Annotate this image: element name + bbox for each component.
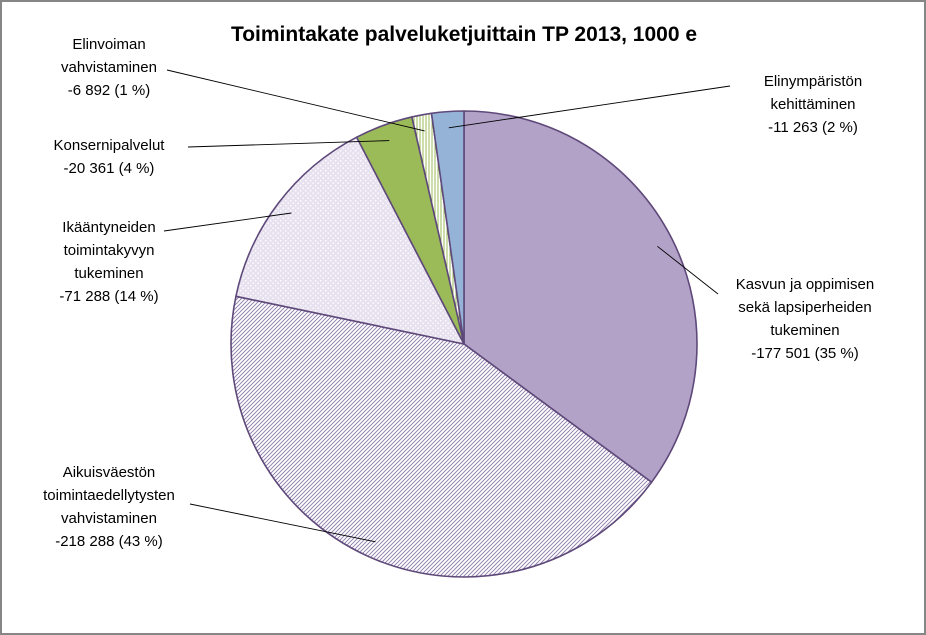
data-label-5: Elinvoiman vahvistaminen -6 892 (1 %)	[61, 36, 157, 99]
data-label-line: Elinvoiman	[72, 36, 145, 53]
data-label-line: vahvistaminen	[61, 59, 157, 76]
data-label-line: Elinympäristön	[764, 73, 862, 90]
data-label-line: tukeminen	[74, 265, 143, 282]
pie-slice-1	[463, 110, 698, 484]
data-label-line: -218 288 (43 %)	[55, 533, 163, 550]
leader-line-3	[163, 212, 292, 232]
leader-line-2	[189, 503, 376, 543]
data-label-line: -71 288 (14 %)	[59, 288, 158, 305]
leader-line-5	[166, 69, 425, 132]
data-label-2: Aikuisväestön toimintaedellytysten vahvist…	[43, 464, 175, 550]
leader-line-4	[187, 140, 390, 148]
data-label-line: -11 263 (2 %)	[768, 119, 858, 136]
data-label-line: toimintaedellytysten	[43, 487, 175, 504]
pie-slice-6	[430, 110, 465, 345]
data-label-line: Konsernipalvelut	[54, 137, 166, 154]
data-label-3: Ikääntyneiden toimintakyvyn tukeminen -71 2…	[59, 219, 158, 305]
pie-slice-3	[235, 136, 465, 345]
data-label-line: kehittäminen	[770, 96, 855, 113]
data-label-line: Kasvun ja oppimisen	[736, 276, 874, 293]
chart-title: Toimintakate palveluketjuittain TP 2013,…	[231, 23, 697, 46]
data-label-line: -20 361 (4 %)	[64, 160, 155, 177]
data-label-4: Konsernipalvelut -20 361 (4 %)	[54, 137, 166, 177]
data-label-line: vahvistaminen	[61, 510, 157, 527]
data-label-line: -177 501 (35 %)	[751, 345, 859, 362]
data-label-line: sekä lapsiperheiden	[738, 299, 871, 316]
pie-slice-2	[230, 295, 653, 578]
leader-line-6	[448, 85, 731, 129]
data-label-1: Kasvun ja oppimisen sekä lapsiperheiden tu…	[736, 276, 874, 362]
data-label-line: -6 892 (1 %)	[68, 82, 151, 99]
leader-line-1	[657, 245, 719, 295]
data-label-line: toimintakyvyn	[64, 242, 155, 259]
data-label-6: Elinympäristön kehittäminen -11 263 (2 %)	[764, 73, 862, 136]
data-label-line: tukeminen	[770, 322, 839, 339]
data-label-line: Ikääntyneiden	[62, 219, 155, 236]
data-label-line: Aikuisväestön	[63, 464, 156, 481]
